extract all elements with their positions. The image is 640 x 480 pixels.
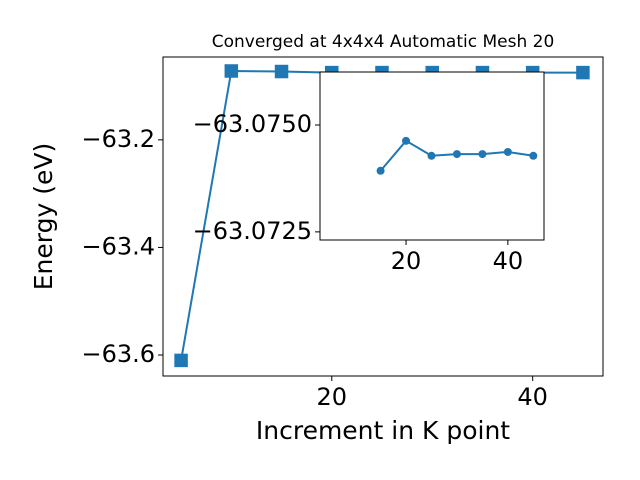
marker [452, 150, 461, 159]
marker [529, 151, 538, 160]
y-tick-label: −63.0750 [193, 110, 312, 138]
y-tick-label: −63.0725 [193, 217, 312, 245]
marker [224, 64, 239, 78]
y-tick-label: −63.4 [81, 232, 155, 260]
marker [427, 151, 436, 160]
x-tick-label: 20 [316, 383, 347, 411]
x-axis-label: Increment in K point [256, 416, 510, 445]
marker [576, 65, 590, 80]
marker [503, 147, 512, 156]
marker [376, 166, 385, 175]
marker [274, 64, 289, 79]
x-tick-label: 40 [517, 383, 548, 411]
marker [174, 353, 188, 368]
marker [478, 150, 487, 159]
x-tick-label: 20 [391, 247, 422, 275]
y-tick-label: −63.6 [81, 340, 155, 368]
chart-title: Converged at 4x4x4 Automatic Mesh 20 [212, 32, 555, 52]
marker [402, 136, 411, 145]
y-axis-label: Energy (eV) [29, 143, 58, 290]
y-tick-label: −63.2 [81, 125, 155, 153]
x-tick-label: 40 [493, 247, 524, 275]
